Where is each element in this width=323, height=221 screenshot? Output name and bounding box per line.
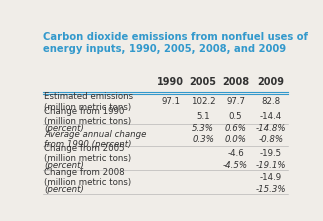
Text: 0.6%: 0.6% <box>224 124 247 133</box>
Text: -15.3%: -15.3% <box>255 185 286 194</box>
Text: 0.0%: 0.0% <box>224 135 247 144</box>
Text: -14.9: -14.9 <box>260 173 282 182</box>
Text: Change from 2005
(million metric tons): Change from 2005 (million metric tons) <box>44 144 131 163</box>
Text: (percent): (percent) <box>44 124 84 133</box>
Text: Change from 2008
(million metric tons): Change from 2008 (million metric tons) <box>44 168 131 187</box>
Text: 2009: 2009 <box>257 77 284 87</box>
Text: 2005: 2005 <box>190 77 217 87</box>
Text: 2008: 2008 <box>222 77 249 87</box>
Text: -4.6: -4.6 <box>227 149 244 158</box>
Text: Carbon dioxide emissions from nonfuel uses of
energy inputs, 1990, 2005, 2008, a: Carbon dioxide emissions from nonfuel us… <box>43 32 308 54</box>
Text: 1990: 1990 <box>157 77 184 87</box>
Text: -4.5%: -4.5% <box>223 161 248 170</box>
Text: 0.3%: 0.3% <box>192 135 214 144</box>
Text: 0.5: 0.5 <box>229 112 243 121</box>
Text: (percent): (percent) <box>44 161 84 170</box>
Text: 102.2: 102.2 <box>191 97 215 106</box>
Text: Average annual change
from 1990 (percent): Average annual change from 1990 (percent… <box>44 130 147 149</box>
Text: 97.1: 97.1 <box>161 97 180 106</box>
Text: Estimated emissions
(million metric tons): Estimated emissions (million metric tons… <box>44 92 133 112</box>
Text: 97.7: 97.7 <box>226 97 245 106</box>
Text: -0.8%: -0.8% <box>258 135 283 144</box>
Text: -14.4: -14.4 <box>260 112 282 121</box>
Text: -19.5: -19.5 <box>260 149 282 158</box>
Text: -19.1%: -19.1% <box>255 161 286 170</box>
Text: Change from 1990
(million metric tons): Change from 1990 (million metric tons) <box>44 107 131 126</box>
Text: 82.8: 82.8 <box>261 97 280 106</box>
Text: 5.3%: 5.3% <box>192 124 214 133</box>
Text: (percent): (percent) <box>44 185 84 194</box>
Text: 5.1: 5.1 <box>196 112 210 121</box>
Text: -14.8%: -14.8% <box>255 124 286 133</box>
